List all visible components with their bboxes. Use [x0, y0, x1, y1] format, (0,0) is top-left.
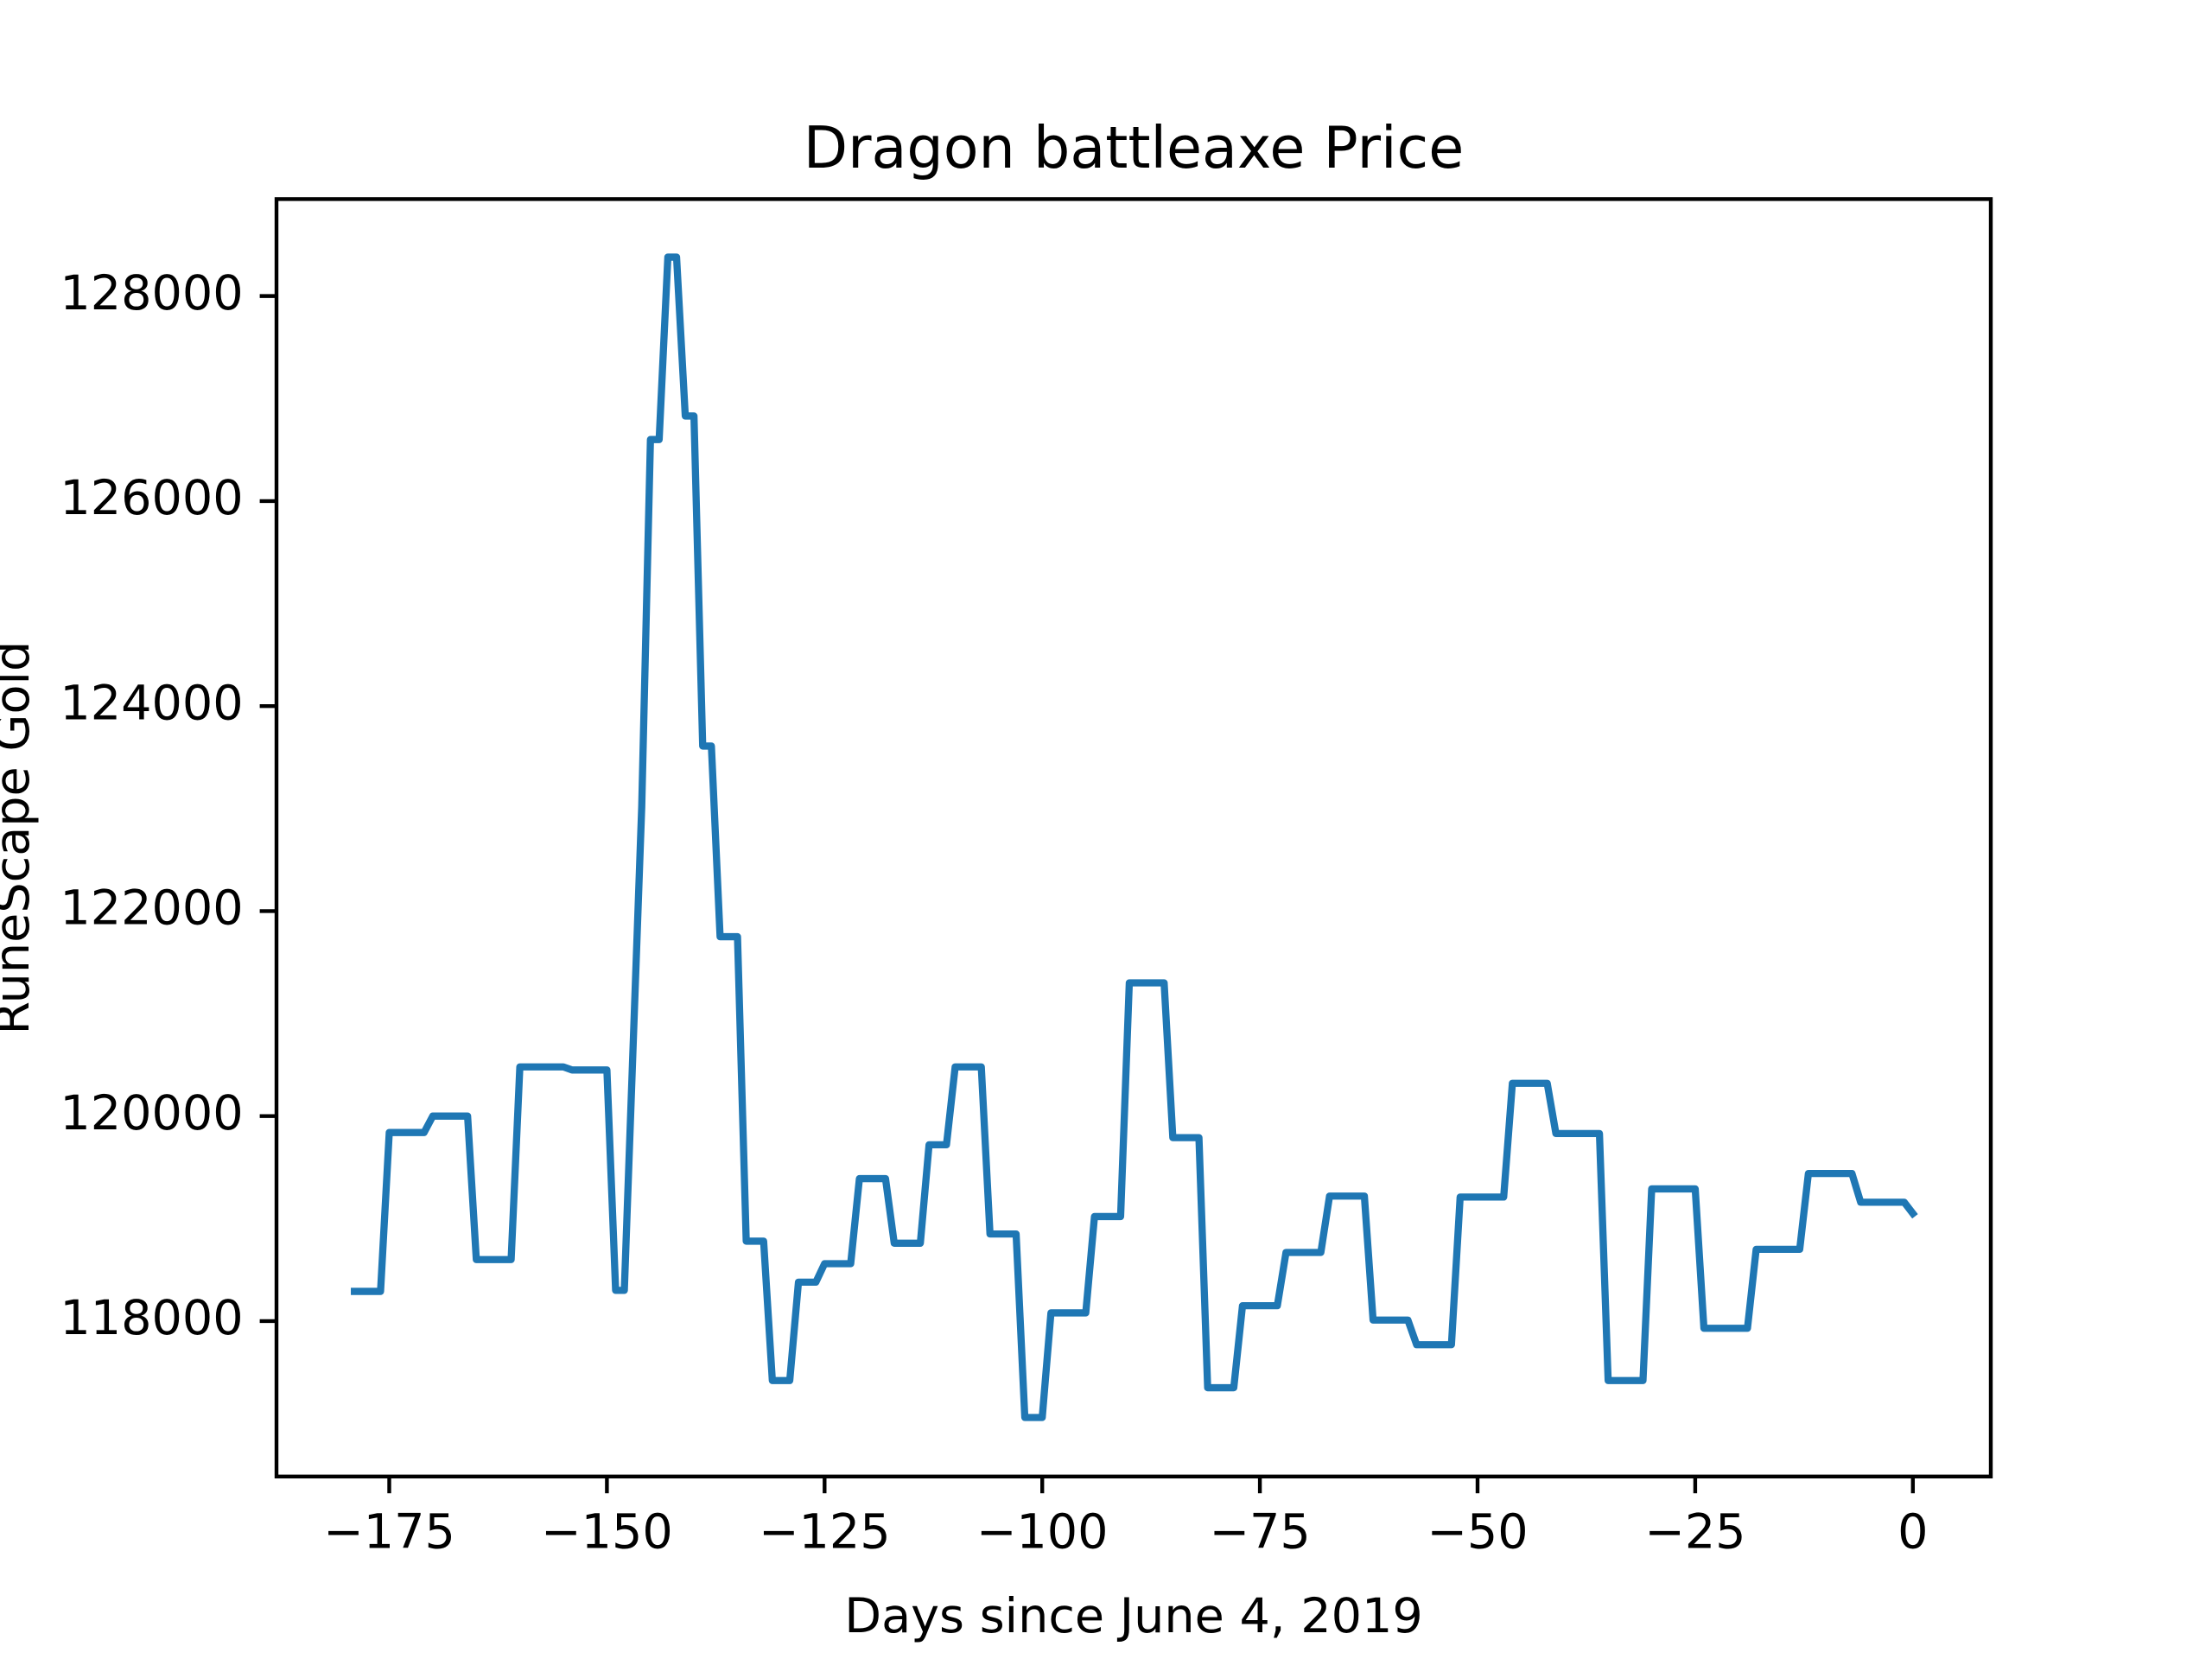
y-tick-label: 124000 — [60, 675, 243, 731]
data-line — [351, 253, 1918, 1421]
x-tick-label: −25 — [1644, 1503, 1745, 1560]
x-tick-label: −125 — [759, 1503, 891, 1560]
x-axis-label: Days since June 4, 2019 — [844, 1588, 1422, 1644]
y-tick-label: 120000 — [60, 1085, 243, 1141]
plot-frame — [274, 197, 1993, 1479]
y-tick-label: 128000 — [60, 265, 243, 321]
y-axis-label: RuneScape Gold — [0, 641, 41, 1035]
x-tick-label: −100 — [976, 1503, 1109, 1560]
y-tick-label: 126000 — [60, 470, 243, 526]
x-tick-label: −75 — [1209, 1503, 1310, 1560]
x-tick-label: −150 — [541, 1503, 673, 1560]
x-tick-label: 0 — [1897, 1503, 1928, 1560]
chart-title: Dragon battleaxe Price — [804, 114, 1464, 181]
x-tick-label: −175 — [323, 1503, 455, 1560]
x-tick-label: −50 — [1427, 1503, 1528, 1560]
y-tick-label: 118000 — [60, 1290, 243, 1346]
y-tick-label: 122000 — [60, 880, 243, 937]
